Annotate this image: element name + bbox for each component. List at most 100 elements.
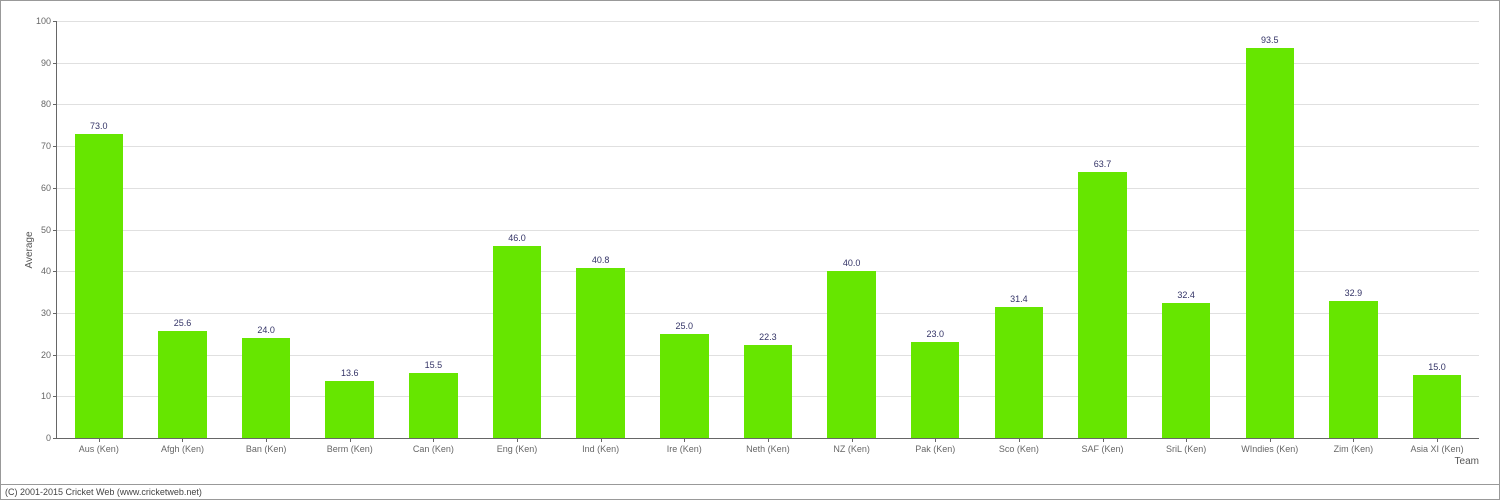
bar-value-label: 32.9 — [1345, 288, 1363, 298]
bar-slot: 13.6Berm (Ken) — [308, 21, 392, 438]
bar-slot: 73.0Aus (Ken) — [57, 21, 141, 438]
bar-value-label: 25.6 — [174, 318, 192, 328]
bar — [1413, 375, 1462, 438]
bar — [493, 246, 542, 438]
xtick-label: SAF (Ken) — [1081, 444, 1123, 454]
bar-slot: 23.0Pak (Ken) — [893, 21, 977, 438]
bar-slot: 40.0NZ (Ken) — [810, 21, 894, 438]
ytick-label: 50 — [41, 225, 51, 235]
xtick-label: SriL (Ken) — [1166, 444, 1206, 454]
xtick-mark — [768, 438, 769, 442]
bar-slot: 63.7SAF (Ken) — [1061, 21, 1145, 438]
xtick-label: Asia XI (Ken) — [1411, 444, 1464, 454]
xtick-mark — [350, 438, 351, 442]
xtick-mark — [1186, 438, 1187, 442]
bar-value-label: 40.8 — [592, 255, 610, 265]
bar — [576, 268, 625, 438]
bar — [1162, 303, 1211, 438]
bar — [660, 334, 709, 438]
xtick-mark — [1437, 438, 1438, 442]
bar-slot: 40.8Ind (Ken) — [559, 21, 643, 438]
chart-container: Average 0102030405060708090100 73.0Aus (… — [0, 0, 1500, 500]
xtick-mark — [266, 438, 267, 442]
xtick-label: Zim (Ken) — [1334, 444, 1374, 454]
bar-value-label: 22.3 — [759, 332, 777, 342]
ytick-label: 90 — [41, 58, 51, 68]
ytick-label: 70 — [41, 141, 51, 151]
xtick-label: Berm (Ken) — [327, 444, 373, 454]
bar-value-label: 73.0 — [90, 121, 108, 131]
bar — [1329, 301, 1378, 438]
bar — [744, 345, 793, 438]
bar-value-label: 23.0 — [926, 329, 944, 339]
ytick-label: 20 — [41, 350, 51, 360]
xtick-label: Ind (Ken) — [582, 444, 619, 454]
bars-group: 73.0Aus (Ken)25.6Afgh (Ken)24.0Ban (Ken)… — [57, 21, 1479, 438]
bar — [158, 331, 207, 438]
x-axis-title: Team — [1455, 456, 1479, 467]
bar-value-label: 15.0 — [1428, 362, 1446, 372]
bar-slot: 93.5WIndies (Ken) — [1228, 21, 1312, 438]
xtick-label: Neth (Ken) — [746, 444, 790, 454]
bar-value-label: 13.6 — [341, 368, 359, 378]
xtick-mark — [1103, 438, 1104, 442]
bar-slot: 32.9Zim (Ken) — [1312, 21, 1396, 438]
bar-slot: 15.5Can (Ken) — [392, 21, 476, 438]
xtick-mark — [182, 438, 183, 442]
xtick-mark — [684, 438, 685, 442]
bar-slot: 25.6Afgh (Ken) — [141, 21, 225, 438]
ytick-label: 10 — [41, 391, 51, 401]
bar — [75, 134, 124, 438]
bar-slot: 22.3Neth (Ken) — [726, 21, 810, 438]
xtick-label: Afgh (Ken) — [161, 444, 204, 454]
xtick-mark — [1353, 438, 1354, 442]
bar-value-label: 46.0 — [508, 233, 526, 243]
bar — [911, 342, 960, 438]
xtick-label: Ban (Ken) — [246, 444, 287, 454]
bar-value-label: 25.0 — [676, 321, 694, 331]
xtick-mark — [935, 438, 936, 442]
xtick-mark — [433, 438, 434, 442]
ytick-label: 0 — [46, 433, 51, 443]
bar — [409, 373, 458, 438]
xtick-label: WIndies (Ken) — [1241, 444, 1298, 454]
y-axis-title: Average — [24, 231, 35, 268]
bar — [325, 381, 374, 438]
bar-value-label: 93.5 — [1261, 35, 1279, 45]
bar-slot: 31.4Sco (Ken) — [977, 21, 1061, 438]
bar-value-label: 63.7 — [1094, 159, 1112, 169]
bar-slot: 46.0Eng (Ken) — [475, 21, 559, 438]
xtick-label: Can (Ken) — [413, 444, 454, 454]
xtick-mark — [1270, 438, 1271, 442]
xtick-label: NZ (Ken) — [833, 444, 870, 454]
ytick-label: 60 — [41, 183, 51, 193]
xtick-mark — [852, 438, 853, 442]
plot-area: 0102030405060708090100 73.0Aus (Ken)25.6… — [56, 21, 1479, 439]
ytick-label: 30 — [41, 308, 51, 318]
bar-value-label: 31.4 — [1010, 294, 1028, 304]
bar — [827, 271, 876, 438]
bar-value-label: 40.0 — [843, 258, 861, 268]
bar-value-label: 32.4 — [1177, 290, 1195, 300]
xtick-label: Pak (Ken) — [915, 444, 955, 454]
ytick-label: 80 — [41, 99, 51, 109]
bar-slot: 15.0Asia XI (Ken) — [1395, 21, 1479, 438]
bar-value-label: 15.5 — [425, 360, 443, 370]
ytick-label: 40 — [41, 266, 51, 276]
ytick-mark — [53, 438, 57, 439]
bar-value-label: 24.0 — [257, 325, 275, 335]
bar — [1246, 48, 1295, 438]
footer-credit: (C) 2001-2015 Cricket Web (www.cricketwe… — [1, 484, 1499, 499]
ytick-label: 100 — [36, 16, 51, 26]
bar — [242, 338, 291, 438]
xtick-label: Eng (Ken) — [497, 444, 538, 454]
xtick-mark — [99, 438, 100, 442]
xtick-mark — [517, 438, 518, 442]
xtick-label: Ire (Ken) — [667, 444, 702, 454]
xtick-mark — [601, 438, 602, 442]
xtick-label: Aus (Ken) — [79, 444, 119, 454]
bar — [995, 307, 1044, 438]
xtick-label: Sco (Ken) — [999, 444, 1039, 454]
bar-slot: 25.0Ire (Ken) — [642, 21, 726, 438]
bar-slot: 24.0Ban (Ken) — [224, 21, 308, 438]
